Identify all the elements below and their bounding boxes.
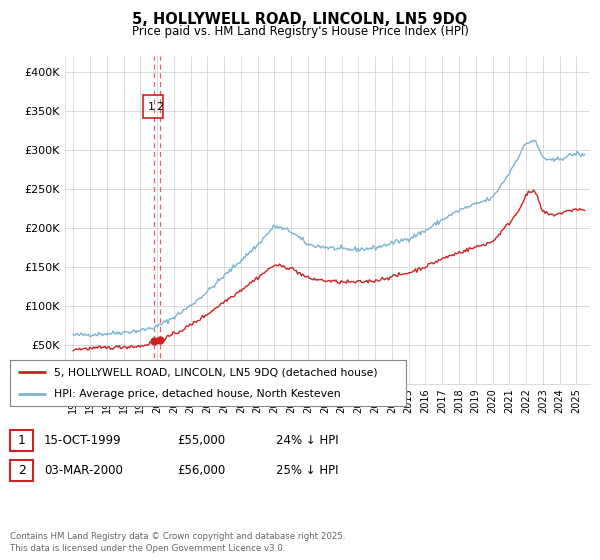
Text: 2: 2 [17, 464, 26, 477]
Text: Price paid vs. HM Land Registry's House Price Index (HPI): Price paid vs. HM Land Registry's House … [131, 25, 469, 38]
Bar [143, 95, 163, 118]
Text: 24% ↓ HPI: 24% ↓ HPI [276, 433, 338, 447]
Text: Contains HM Land Registry data © Crown copyright and database right 2025.
This d: Contains HM Land Registry data © Crown c… [10, 533, 346, 553]
Text: 5, HOLLYWELL ROAD, LINCOLN, LN5 9DQ: 5, HOLLYWELL ROAD, LINCOLN, LN5 9DQ [133, 12, 467, 27]
Text: 15-OCT-1999: 15-OCT-1999 [44, 433, 121, 447]
Text: 2: 2 [155, 102, 163, 111]
Text: HPI: Average price, detached house, North Kesteven: HPI: Average price, detached house, Nort… [54, 389, 340, 399]
Text: 25% ↓ HPI: 25% ↓ HPI [276, 464, 338, 477]
Text: 1: 1 [148, 102, 154, 111]
Text: 5, HOLLYWELL ROAD, LINCOLN, LN5 9DQ (detached house): 5, HOLLYWELL ROAD, LINCOLN, LN5 9DQ (det… [54, 367, 377, 377]
Text: £55,000: £55,000 [177, 433, 225, 447]
Text: 1: 1 [17, 433, 26, 447]
Text: 03-MAR-2000: 03-MAR-2000 [44, 464, 122, 477]
Text: £56,000: £56,000 [177, 464, 225, 477]
